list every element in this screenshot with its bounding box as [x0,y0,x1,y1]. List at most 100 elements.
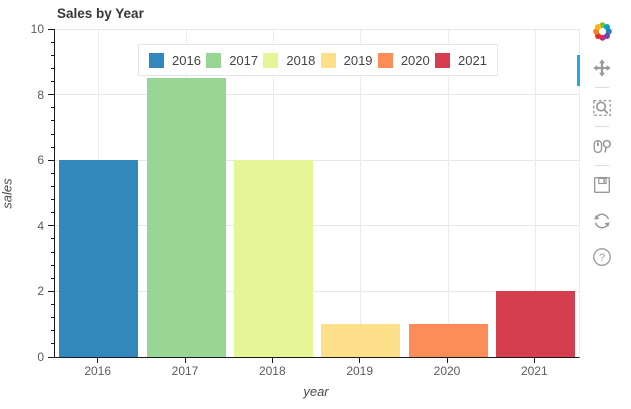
x-axis-ticks [54,357,578,364]
legend-item-2017: 2017 [206,52,259,68]
x-tick-mark [271,357,273,363]
bokeh-logo[interactable] [592,21,613,42]
legend-swatch [377,52,393,68]
reset-icon [594,213,610,229]
h-gridline [55,159,579,161]
v-gridline [534,29,536,357]
legend-label: 2021 [458,52,487,68]
v-gridline [447,29,449,357]
legend: 2016 2017 2018 2019 2020 2021 [138,44,498,76]
y-minor-tick-mark [51,251,54,253]
y-minor-tick-mark [51,185,54,187]
y-minor-tick-mark [51,81,54,82]
legend-item-2021: 2021 [435,52,487,68]
y-tick-label: 10 [30,22,44,36]
bar-2016 [59,160,139,357]
y-axis-title: sales [0,178,15,209]
y-minor-tick-mark [51,120,54,122]
h-gridline [55,225,579,227]
legend-label: 2019 [343,52,373,68]
y-tick-label: 8 [37,87,44,102]
x-axis-title: year [303,384,329,399]
x-tick-label: 2016 [84,364,112,378]
h-gridline [55,94,579,96]
y-minor-tick-mark [51,277,54,279]
bar-2018 [233,160,313,357]
y-minor-tick-mark [51,264,54,266]
y-minor-tick-mark [51,67,54,69]
y-minor-tick-mark [51,343,54,345]
y-minor-tick-mark [51,238,54,240]
save-tool-button[interactable] [589,172,615,198]
x-tick-label: 2018 [258,364,286,378]
legend-label: 2016 [172,52,201,68]
y-tick-label: 2 [37,284,44,299]
legend-swatch [263,52,279,68]
y-minor-tick-mark [51,212,54,214]
help-icon: ? [593,248,611,266]
bar-2019 [321,324,401,357]
x-tick-mark [446,357,448,363]
legend-swatch [206,52,222,68]
svg-text:?: ? [599,252,605,264]
legend-item-2019: 2019 [320,52,373,68]
y-tick-label: 6 [37,153,44,168]
legend-item-2018: 2018 [263,52,316,68]
y-tick-mark [48,356,54,358]
v-gridline [360,29,362,357]
toolbar-divider [595,126,609,127]
wheel-zoom-tool-button[interactable] [589,133,615,159]
x-tick-mark [533,357,535,363]
help-tool-button[interactable]: ? [589,244,615,270]
y-minor-tick-mark [51,107,54,109]
plot-area[interactable]: 2016 2017 2018 2019 2020 2021 [54,28,580,358]
legend-item-2020: 2020 [377,52,430,68]
y-tick-mark [48,290,54,292]
x-axis-tick-labels: 2016 2017 2018 2019 2020 2021 [54,364,578,380]
legend-label: 2020 [400,52,430,68]
y-tick-label: 0 [37,350,44,364]
x-tick-mark [359,357,361,363]
y-tick-mark [48,159,54,161]
pan-icon [593,59,611,77]
legend-swatch [435,52,451,68]
box-zoom-tool-button[interactable] [589,94,615,120]
y-tick-label: 4 [37,218,44,233]
x-tick-mark [97,357,99,363]
bar-2017 [146,78,226,357]
y-minor-tick-mark [51,133,54,135]
legend-swatch [320,52,336,68]
h-gridline [55,28,579,30]
active-tool-indicator [577,55,580,86]
x-tick-mark [184,357,186,363]
x-tick-label: 2021 [520,364,548,378]
h-gridline [55,290,579,292]
x-tick-label: 2017 [171,364,199,378]
legend-label: 2017 [229,52,259,68]
wheel-zoom-icon [593,139,612,154]
y-tick-mark [48,94,54,96]
save-icon [593,176,611,194]
chart-title: Sales by Year [57,6,144,21]
y-axis-tick-labels: 0 2 4 6 8 10 [0,22,44,364]
y-axis-ticks [46,28,54,358]
toolbar: ? [588,21,616,270]
y-minor-tick-mark [51,146,54,148]
y-tick-mark [48,225,54,227]
y-tick-mark [48,28,54,30]
bokeh-logo-icon [592,22,612,41]
bar-2020 [408,324,488,357]
reset-tool-button[interactable] [589,208,615,234]
pan-tool-button[interactable] [589,55,615,81]
toolbar-divider [595,165,609,166]
x-tick-label: 2019 [346,364,374,378]
y-minor-tick-mark [51,54,54,56]
y-minor-tick-mark [51,199,54,201]
x-tick-label: 2020 [433,364,461,378]
legend-label: 2018 [286,52,316,68]
y-minor-tick-mark [51,41,54,43]
box-zoom-icon [593,99,611,116]
bar-2021 [495,291,575,357]
y-minor-tick-mark [51,172,54,174]
